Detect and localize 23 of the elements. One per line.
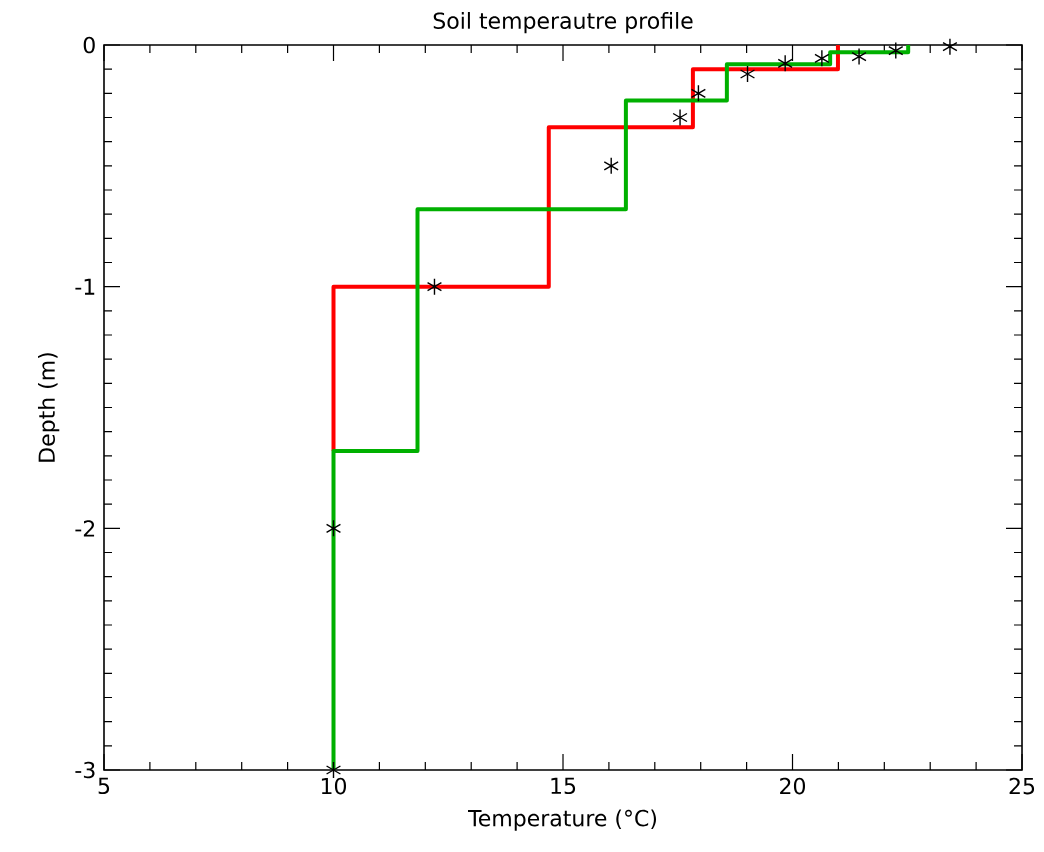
point [777,54,793,73]
x-tick-label: 10 [321,777,347,795]
x-tick-label: 25 [1009,777,1035,795]
point [672,108,688,127]
x-tick-label: 15 [551,777,576,795]
y-tick-label: -3 [75,761,95,779]
point [603,157,619,175]
x-tick-label: 5 [98,777,110,795]
y-tick-label: -2 [75,520,95,537]
point [851,47,867,66]
point [888,41,904,60]
y-axis-title: Depth (m) [37,353,60,462]
point [814,49,830,67]
point [739,65,756,83]
point [690,84,707,103]
point [942,38,958,56]
y-tick-label: 0 [83,36,95,54]
x-axis-title: Temperature (°C) [468,809,657,831]
x-tick-label: 20 [780,777,806,795]
chart-title: Soil temperautre profile [433,11,693,34]
y-tick-label: -1 [75,278,95,295]
point [426,277,443,296]
point [325,519,342,538]
